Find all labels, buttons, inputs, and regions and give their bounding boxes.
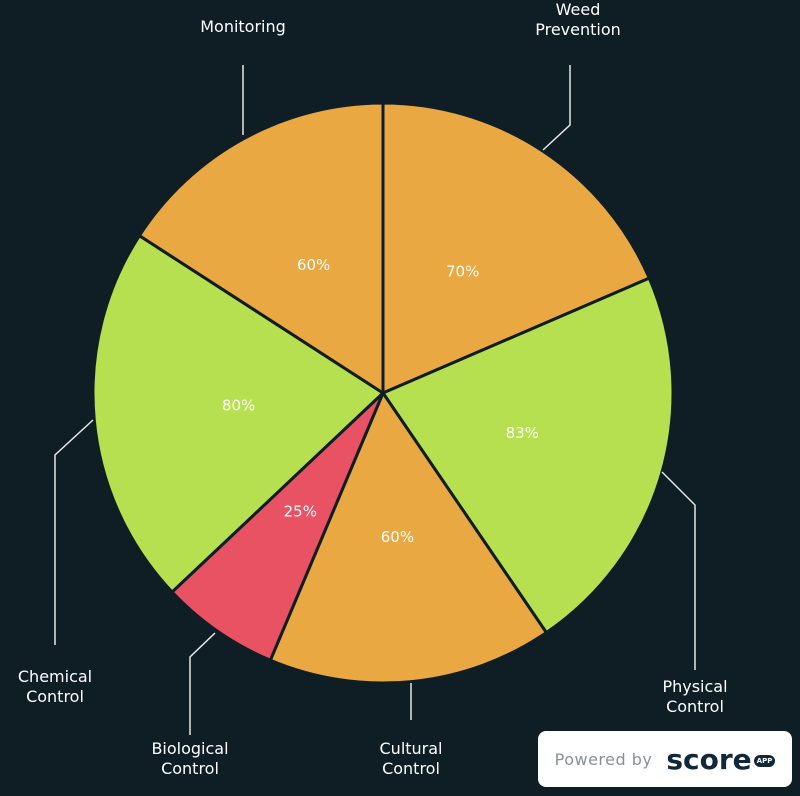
- pie-slice: [169, 391, 385, 663]
- value-label: 60%: [381, 528, 414, 546]
- leader-line: [542, 65, 571, 151]
- pie-slice: [91, 233, 386, 595]
- value-label: 83%: [506, 424, 539, 442]
- category-label: Cultural Control: [379, 739, 443, 778]
- category-label: Physical Control: [662, 677, 728, 716]
- badge-brand: score APP: [666, 742, 776, 776]
- value-label: 60%: [297, 256, 330, 274]
- brand-sub: APP: [753, 754, 776, 767]
- pie-slice: [380, 276, 675, 635]
- value-label: 80%: [222, 397, 255, 415]
- leader-line: [189, 632, 216, 735]
- pie-slice: [268, 389, 549, 685]
- value-label: 25%: [284, 503, 317, 521]
- pie-slice: [137, 101, 385, 396]
- badge-text: Powered by: [554, 749, 653, 769]
- brand-name: score: [666, 742, 752, 776]
- category-label: Biological Control: [151, 739, 229, 778]
- value-label: 70%: [446, 262, 479, 280]
- category-label: Weed Prevention: [535, 0, 621, 39]
- leader-line: [54, 419, 94, 645]
- category-label: Chemical Control: [17, 667, 93, 706]
- leader-line: [661, 471, 696, 670]
- pie-slice: [381, 101, 652, 396]
- category-label: Monitoring: [200, 17, 286, 36]
- powered-by-badge[interactable]: Powered by score APP: [538, 731, 792, 787]
